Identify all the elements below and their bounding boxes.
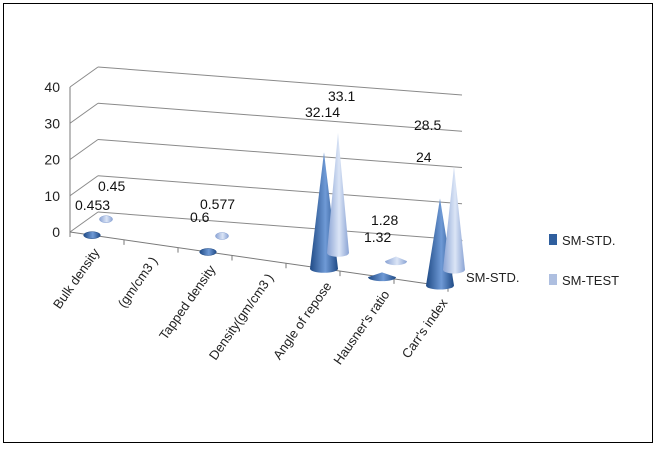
cone-test-3 <box>215 232 229 240</box>
data-label: 0.6 <box>190 209 210 225</box>
y-tick-label: 10 <box>44 188 60 204</box>
data-label: 28.5 <box>414 117 441 133</box>
chart-gridlines <box>69 66 463 241</box>
data-label: 0.577 <box>200 196 235 212</box>
y-tick-label: 20 <box>44 152 60 168</box>
data-label: 0.45 <box>98 178 125 194</box>
gridline-side-20 <box>69 139 99 160</box>
x-tick-label: Bulk density <box>50 245 103 311</box>
cone-std-3 <box>199 248 217 256</box>
data-label: 24 <box>416 149 432 165</box>
cone-test-5 <box>327 132 349 257</box>
legend-swatch <box>549 234 557 245</box>
cone-test-6 <box>385 256 407 266</box>
legend-swatch <box>549 274 557 285</box>
gridline-30 <box>97 102 463 132</box>
chart-legend: SM-STD. SM-TEST <box>549 233 619 288</box>
gridline-0 <box>97 211 463 241</box>
cone-test-1 <box>99 215 113 223</box>
x-tick-label: Carr's index <box>399 295 451 360</box>
data-label: 0.453 <box>75 197 110 213</box>
data-label: 1.32 <box>364 229 391 245</box>
gridline-side-30 <box>69 102 99 124</box>
x-tick-label: (gm/cm3 ) <box>115 254 161 311</box>
x-tick-label: Angle of repose <box>270 279 335 362</box>
gridline-10 <box>97 175 463 205</box>
cone-std-6 <box>368 272 396 282</box>
gridline-20 <box>97 139 463 168</box>
depth-axis-label: SM-STD. <box>466 270 519 285</box>
data-label: 1.28 <box>371 212 398 228</box>
gridline-side-10 <box>69 175 99 197</box>
x-tick-label: Density(gm/cm3 ) <box>206 271 277 363</box>
data-label: 32.14 <box>305 104 340 120</box>
x-tick-label: Tapped density <box>156 262 219 343</box>
y-tick-label: 40 <box>44 79 60 95</box>
y-tick-label: 0 <box>52 224 60 240</box>
chart-marks <box>83 132 465 290</box>
legend-label: SM-STD. <box>562 233 615 248</box>
cone-std-1 <box>83 231 101 239</box>
cone-test-7 <box>443 166 465 274</box>
gridline-side-0 <box>69 211 99 233</box>
gridline-side-40 <box>69 66 99 88</box>
data-label: 33.1 <box>328 88 355 104</box>
x-tick-label: Hausner's ratio <box>330 287 392 367</box>
legend-label: SM-TEST <box>562 273 619 288</box>
gridline-40 <box>97 66 463 96</box>
y-tick-label: 30 <box>44 115 60 131</box>
